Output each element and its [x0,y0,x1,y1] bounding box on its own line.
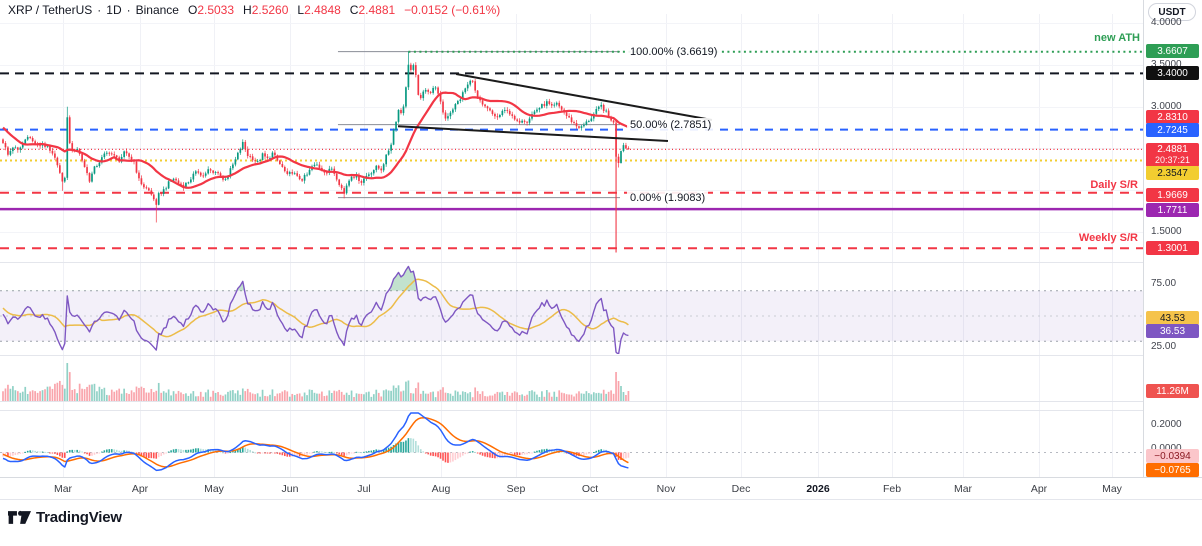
time-axis-month: Mar [53,483,73,495]
time-axis-month: Sep [506,483,526,495]
price-label: 3.4000 [1146,66,1199,80]
price-label: 1.7711 [1146,203,1199,217]
price-label: 2.3547 [1146,166,1199,180]
price-label: 36.53 [1146,324,1199,338]
time-axis[interactable]: Mar Apr May Jun Jul Aug Sep Oct Nov Dec 2026 Feb Mar… [0,477,1202,500]
price-label: 43.53 [1146,311,1199,325]
time-axis-month: Apr [1030,483,1048,495]
time-axis-month: Mar [953,483,973,495]
exchange-label[interactable]: Binance [135,3,179,17]
tradingview-watermark: TradingView [8,509,122,526]
fib-level-label: 100.00% (3.6619) [627,45,721,59]
currency-toggle-button[interactable]: USDT [1148,3,1196,21]
axis-tick: 4.0000 [1151,17,1182,28]
interval-label[interactable]: 1D [106,3,122,17]
symbol-legend: XRP / TetherUS · 1D · Binance O2.5033 H2.5260 L… [8,3,501,17]
weekly-sr-label: Weekly S/R [1078,232,1138,244]
axis-tick: 0.2000 [1151,419,1182,430]
tradingview-brand-text: TradingView [36,509,122,526]
daily-sr-label: Daily S/R [1090,179,1138,191]
fib-level-label: 50.00% (2.7851) [627,118,715,132]
ohlc-open-value: 2.5033 [197,3,235,17]
time-axis-month: Nov [656,483,676,495]
price-label: 3.6607 [1146,44,1199,58]
time-axis-month: Jun [281,483,299,495]
axis-tick: 75.00 [1151,278,1177,289]
pane-separator[interactable] [0,355,1202,356]
time-axis-month: Apr [131,483,149,495]
price-label: 1.9669 [1146,188,1199,202]
pane-separator[interactable] [0,262,1202,263]
price-label: 2.8310 [1146,110,1199,124]
price-label: 2.7245 [1146,123,1199,137]
ohlc-low-value: 2.4848 [304,3,341,17]
price-label: −0.0765 [1146,463,1199,477]
time-axis-month: Jul [357,483,371,495]
axis-tick: 3.5000 [1151,59,1182,70]
ohlc-close-value: 2.4881 [358,3,396,17]
price-label: 11.26M [1146,384,1199,398]
axis-tick: 0.0000 [1151,442,1182,456]
axis-tick: 25.00 [1151,341,1177,352]
time-axis-month: Oct [581,483,599,495]
time-axis-month: Dec [731,483,751,495]
price-label: −0.0394 [1146,449,1199,463]
change-value: −0.0152 (−0.61%) [404,3,501,17]
price-scale[interactable]: USDT 4.0000 3.5000 3.0000 1.5000 75.00 25.00 0… [1143,0,1202,498]
fib-level-label: 0.00% (1.9083) [627,191,709,205]
price-label: 1.3001 [1146,241,1199,255]
tradingview-logo-icon [8,510,31,524]
axis-tick: 1.5000 [1151,226,1182,237]
pane-separator[interactable] [0,410,1202,411]
time-axis-month: 2026 [806,483,830,495]
time-axis-month: Aug [431,483,451,495]
price-label: 2.4881 20:37:21 [1146,143,1199,167]
ohlc-high-key: H [243,3,252,17]
symbol-title[interactable]: XRP / TetherUS [8,3,93,17]
new-ath-label: new ATH [1094,32,1140,44]
time-axis-month: May [204,483,224,495]
ohlc-open-key: O [187,3,198,17]
time-axis-month: May [1102,483,1122,495]
chart-canvas[interactable] [0,0,1143,500]
ohlc-high-value: 2.5260 [251,3,289,17]
time-axis-month: Feb [882,483,902,495]
ohlc-close-key: C [349,3,359,17]
ohlc-low-key: L [297,3,305,17]
axis-tick: 3.0000 [1151,101,1182,112]
